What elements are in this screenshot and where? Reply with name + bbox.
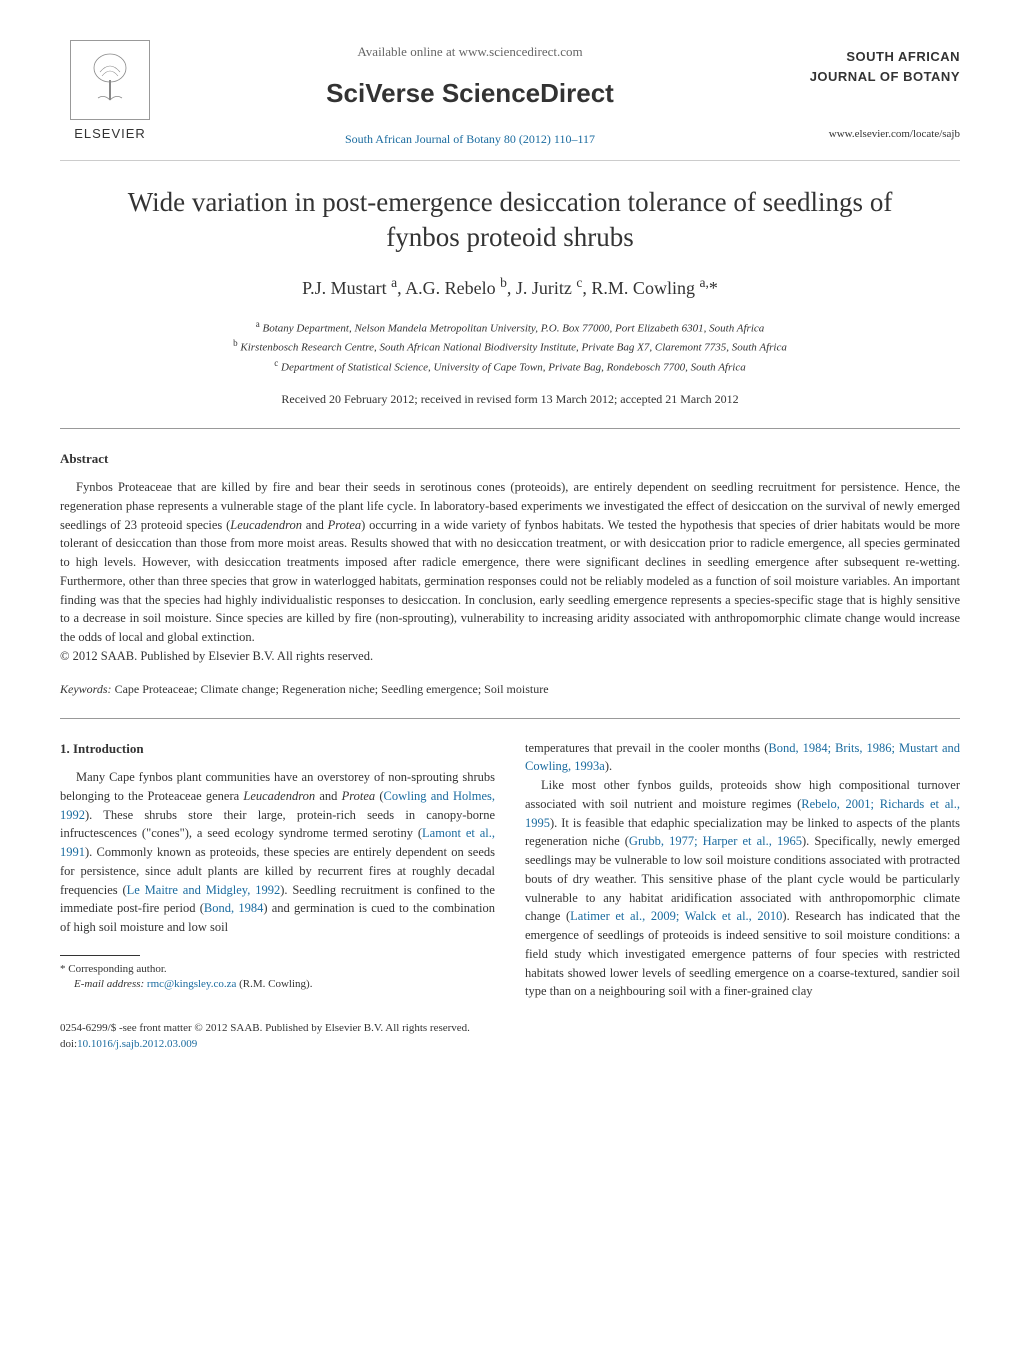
keywords-text: Cape Proteaceae; Climate change; Regener… xyxy=(112,682,549,696)
abstract-heading: Abstract xyxy=(60,449,960,469)
col2-cont-a: temperatures that prevail in the cooler … xyxy=(525,741,768,755)
email-label: E-mail address: xyxy=(74,978,144,990)
affiliation-b: b Kirstenbosch Research Centre, South Af… xyxy=(60,337,960,356)
abstract-italic-1: Leucadendron xyxy=(230,518,302,532)
publisher-name: ELSEVIER xyxy=(74,124,146,144)
header-divider xyxy=(60,160,960,161)
affiliation-a: a Botany Department, Nelson Mandela Metr… xyxy=(60,318,960,337)
p1-i1: Leucadendron xyxy=(243,789,315,803)
journal-url: www.elsevier.com/locate/sajb xyxy=(780,126,960,143)
affiliation-b-text: Kirstenbosch Research Centre, South Afri… xyxy=(240,342,786,354)
affiliation-c-text: Department of Statistical Science, Unive… xyxy=(281,361,746,373)
author-list: P.J. Mustart a, A.G. Rebelo b, J. Juritz… xyxy=(60,273,960,302)
abstract-copyright: © 2012 SAAB. Published by Elsevier B.V. … xyxy=(60,649,373,663)
journal-name: SOUTH AFRICAN JOURNAL OF BOTANY xyxy=(780,47,960,86)
doi-link[interactable]: 10.1016/j.sajb.2012.03.009 xyxy=(77,1038,197,1050)
affiliation-c: c Department of Statistical Science, Uni… xyxy=(60,357,960,376)
affiliation-a-text: Botany Department, Nelson Mandela Metrop… xyxy=(262,323,764,335)
doi-label: doi: xyxy=(60,1038,77,1050)
publisher-logo: ELSEVIER xyxy=(60,40,160,150)
paper-title: Wide variation in post-emergence desicca… xyxy=(100,185,920,255)
doi-line: doi:10.1016/j.sajb.2012.03.009 xyxy=(60,1037,960,1052)
available-online-text: Available online at www.sciencedirect.co… xyxy=(160,42,780,62)
corresponding-author-footnote: * Corresponding author. E-mail address: … xyxy=(60,962,495,993)
platform-name: SciVerse ScienceDirect xyxy=(160,74,780,113)
article-dates: Received 20 February 2012; received in r… xyxy=(60,390,960,408)
elsevier-tree-icon xyxy=(70,40,150,120)
intro-heading: 1. Introduction xyxy=(60,739,495,759)
col2-cont-b: ). xyxy=(605,759,612,773)
journal-citation-link[interactable]: South African Journal of Botany 80 (2012… xyxy=(345,132,595,146)
corr-author-label: * Corresponding author. xyxy=(60,962,495,977)
abstract-mid-1: and xyxy=(302,518,328,532)
intro-paragraph-1: Many Cape fynbos plant communities have … xyxy=(60,768,495,937)
abstract-body: Fynbos Proteaceae that are killed by fir… xyxy=(60,478,960,666)
corr-email-link[interactable]: rmc@kingsley.co.za xyxy=(147,978,236,990)
abstract-top-divider xyxy=(60,428,960,429)
keywords: Keywords: Cape Proteaceae; Climate chang… xyxy=(60,680,960,698)
header-right: SOUTH AFRICAN JOURNAL OF BOTANY www.else… xyxy=(780,47,960,143)
corr-email-line: E-mail address: rmc@kingsley.co.za (R.M.… xyxy=(60,977,495,992)
abstract-italic-2: Protea xyxy=(328,518,362,532)
footnote-separator xyxy=(60,955,140,956)
ref-lemaitre[interactable]: Le Maitre and Midgley, 1992 xyxy=(127,883,281,897)
p1-b: and xyxy=(315,789,341,803)
right-column: temperatures that prevail in the cooler … xyxy=(525,739,960,1002)
journal-header: ELSEVIER Available online at www.science… xyxy=(60,40,960,150)
corr-email-who: (R.M. Cowling). xyxy=(236,978,312,990)
journal-name-line1: SOUTH AFRICAN xyxy=(846,49,960,64)
ref-latimer-walck[interactable]: Latimer et al., 2009; Walck et al., 2010 xyxy=(570,909,782,923)
p1-i2: Protea xyxy=(342,789,376,803)
ref-bond[interactable]: Bond, 1984 xyxy=(204,901,263,915)
keywords-divider xyxy=(60,718,960,719)
intro-paragraph-2: Like most other fynbos guilds, proteoids… xyxy=(525,776,960,1001)
bottom-meta: 0254-6299/$ -see front matter © 2012 SAA… xyxy=(60,1021,960,1052)
header-center: Available online at www.sciencedirect.co… xyxy=(160,42,780,148)
journal-name-line2: JOURNAL OF BOTANY xyxy=(810,69,960,84)
body-columns: 1. Introduction Many Cape fynbos plant c… xyxy=(60,739,960,1002)
keywords-label: Keywords: xyxy=(60,682,112,696)
abstract-post: ) occurring in a wide variety of fynbos … xyxy=(60,518,960,645)
issn-line: 0254-6299/$ -see front matter © 2012 SAA… xyxy=(60,1021,960,1036)
affiliations: a Botany Department, Nelson Mandela Metr… xyxy=(60,318,960,375)
intro-paragraph-1-cont: temperatures that prevail in the cooler … xyxy=(525,739,960,777)
left-column: 1. Introduction Many Cape fynbos plant c… xyxy=(60,739,495,1002)
ref-grubb-harper[interactable]: Grubb, 1977; Harper et al., 1965 xyxy=(629,834,802,848)
